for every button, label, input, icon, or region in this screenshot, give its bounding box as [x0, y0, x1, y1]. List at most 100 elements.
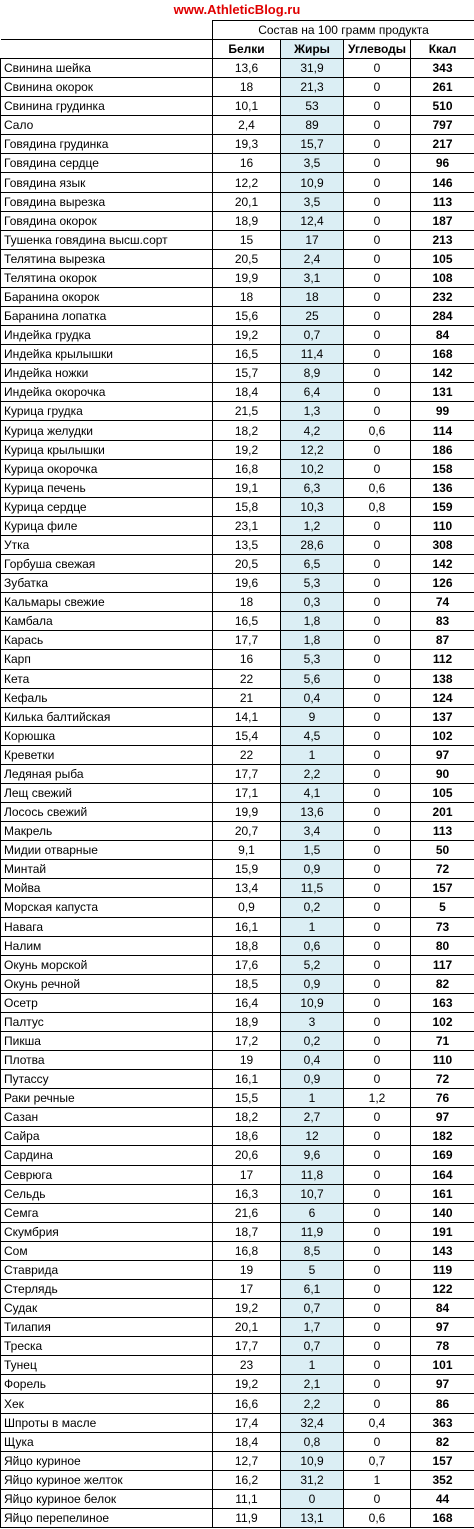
product-name: Индейка крылышки — [0, 344, 213, 365]
product-name: Стерлядь — [0, 1278, 213, 1300]
table-row: Раки речные 15,5 1 1,2 76 — [0, 1088, 474, 1109]
cell-value: 0,9 — [280, 859, 344, 880]
product-name: Сало — [0, 115, 213, 136]
product-name: Налим — [0, 935, 213, 956]
cell-value: 2,4 — [212, 115, 281, 136]
product-name: Форель — [0, 1374, 213, 1395]
table-row: Навага 16,1 1 0 73 — [0, 916, 474, 937]
column-header: Ккал — [409, 39, 474, 59]
table-row: Мидии отварные 9,1 1,5 0 50 — [0, 840, 474, 861]
cell-value: 0 — [343, 229, 411, 250]
table-row: Сельдь 16,3 10,7 0 161 — [0, 1183, 474, 1204]
cell-value: 10,1 — [212, 96, 281, 117]
table-row: Макрель 20,7 3,4 0 113 — [0, 821, 474, 842]
table-row: Сазан 18,2 2,7 0 97 — [0, 1107, 474, 1128]
table-row: Кальмары свежие 18 0,3 0 74 — [0, 592, 474, 613]
cell-value: 21,3 — [280, 77, 344, 98]
cell-value: 1 — [280, 1088, 344, 1109]
cell-value: 0,9 — [280, 1069, 344, 1090]
table-row: Сайра 18,6 12 0 182 — [0, 1126, 474, 1147]
cell-value: 32,4 — [280, 1412, 344, 1433]
cell-value: 0,9 — [280, 973, 344, 994]
cell-value: 5,2 — [280, 954, 344, 975]
table-row: Индейка ножки 15,7 8,9 0 142 — [0, 363, 474, 384]
cell-value: 136 — [409, 477, 474, 498]
cell-value: 142 — [409, 363, 474, 384]
product-name: Тилапия — [0, 1317, 213, 1338]
table-row: Корюшка 15,4 4,5 0 102 — [0, 725, 474, 746]
product-name: Свинина шейка — [0, 57, 213, 79]
cell-value: 97 — [409, 1317, 474, 1338]
cell-value: 1 — [343, 1469, 411, 1490]
cell-value: 0 — [343, 954, 411, 975]
table-row: Лосось свежий 19,9 13,6 0 201 — [0, 802, 474, 823]
cell-value: 10,9 — [280, 1450, 344, 1471]
table-row: Окунь речной 18,5 0,9 0 82 — [0, 973, 474, 994]
cell-value: 18,6 — [212, 1126, 281, 1147]
cell-value: 11,9 — [280, 1221, 344, 1242]
table-row: Говядина окорок 18,9 12,4 0 187 — [0, 210, 474, 231]
cell-value: 3,5 — [280, 153, 344, 174]
cell-value: 2,1 — [280, 1374, 344, 1395]
table-row: Карась 17,7 1,8 0 87 — [0, 630, 474, 651]
cell-value: 16,5 — [212, 611, 281, 632]
product-name: Пикша — [0, 1030, 213, 1052]
product-name: Камбала — [0, 611, 213, 632]
cell-value: 117 — [409, 954, 474, 975]
cell-value: 0 — [343, 592, 411, 613]
cell-value: 0 — [280, 1488, 344, 1509]
cell-value: 0 — [343, 382, 411, 403]
cell-value: 10,3 — [280, 496, 344, 517]
cell-value: 44 — [409, 1488, 474, 1509]
cell-value: 17,1 — [212, 782, 281, 804]
cell-value: 158 — [409, 458, 474, 479]
cell-value: 11,8 — [280, 1164, 344, 1185]
table-row: Скумбрия 18,7 11,9 0 191 — [0, 1221, 474, 1242]
cell-value: 8,9 — [280, 363, 344, 384]
cell-value: 15,9 — [212, 859, 281, 880]
table-row: Курица печень 19,1 6,3 0,6 136 — [0, 477, 474, 498]
cell-value: 124 — [409, 687, 474, 708]
cell-value: 96 — [409, 153, 474, 174]
cell-value: 157 — [409, 1450, 474, 1471]
cell-value: 0 — [343, 96, 411, 117]
site-title: www.AthleticBlog.ru — [173, 2, 301, 17]
product-name: Шпроты в масле — [0, 1412, 213, 1433]
cell-value: 0,4 — [280, 1050, 344, 1071]
cell-value: 0 — [343, 1183, 411, 1204]
cell-value: 16,1 — [212, 1069, 281, 1090]
group-header: Состав на 100 грамм продукта — [211, 20, 474, 40]
product-name: Лосось свежий — [0, 802, 213, 823]
cell-value: 119 — [409, 1259, 474, 1281]
cell-value: 1 — [280, 744, 344, 765]
product-name: Яйцо куриное белок — [0, 1488, 213, 1509]
cell-value: 0 — [343, 744, 411, 765]
cell-value: 16 — [212, 649, 281, 670]
cell-value: 11,5 — [280, 878, 344, 899]
product-name: Креветки — [0, 744, 213, 765]
cell-value: 20,6 — [212, 1145, 281, 1166]
cell-value: 0 — [343, 134, 411, 155]
cell-value: 5 — [280, 1259, 344, 1281]
cell-value: 164 — [409, 1164, 474, 1185]
table-row: Семга 21,6 6 0 140 — [0, 1202, 474, 1223]
cell-value: 22 — [212, 744, 281, 765]
product-name: Окунь речной — [0, 973, 213, 994]
cell-value: 0,2 — [280, 1030, 344, 1052]
cell-value: 19,9 — [212, 267, 281, 288]
product-name: Свинина окорок — [0, 77, 213, 98]
table-row: Шпроты в масле 17,4 32,4 0,4 363 — [0, 1412, 474, 1433]
cell-value: 22 — [212, 668, 281, 689]
product-name: Свинина грудинка — [0, 96, 213, 117]
cell-value: 76 — [409, 1088, 474, 1109]
cell-value: 0 — [343, 534, 411, 556]
cell-value: 138 — [409, 668, 474, 689]
cell-value: 17,4 — [212, 1412, 281, 1433]
table-row: Горбуша свежая 20,5 6,5 0 142 — [0, 554, 474, 575]
cell-value: 17,7 — [212, 1336, 281, 1357]
product-name: Сельдь — [0, 1183, 213, 1204]
product-name: Кета — [0, 668, 213, 689]
table-row: Курица грудка 21,5 1,3 0 99 — [0, 401, 474, 422]
cell-value: 18,4 — [212, 1431, 281, 1452]
table-row: Телятина окорок 19,9 3,1 0 108 — [0, 267, 474, 288]
